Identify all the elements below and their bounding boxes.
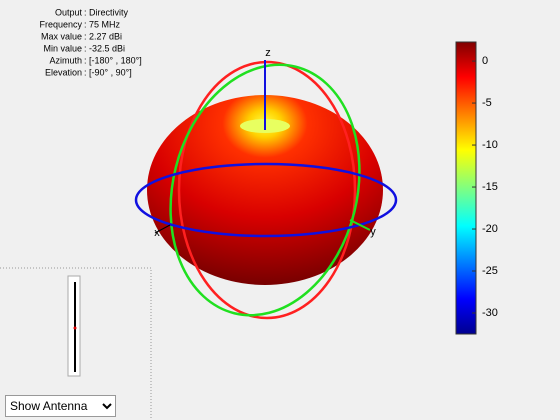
info-label: Azimuth bbox=[49, 55, 82, 65]
tick-label: -10 bbox=[482, 139, 498, 151]
radiation-pattern bbox=[147, 95, 383, 285]
info-value: : Directivity bbox=[84, 7, 129, 17]
info-value: : -32.5 dBi bbox=[84, 43, 125, 53]
pattern-3d: z x y bbox=[134, 47, 398, 320]
tick-label: -25 bbox=[482, 265, 498, 277]
tick-label: 0 bbox=[482, 55, 488, 67]
axis-label: x bbox=[154, 227, 160, 239]
axis-label: y bbox=[370, 226, 376, 238]
axis-label: z bbox=[265, 47, 271, 59]
elevation-ring bbox=[169, 63, 361, 317]
tick-label: -20 bbox=[482, 223, 498, 235]
tick-label: -5 bbox=[482, 97, 492, 109]
info-label: Elevation bbox=[45, 67, 82, 77]
elevation-ring bbox=[177, 60, 357, 320]
colorbar bbox=[455, 41, 477, 335]
info-value: : 75 MHz bbox=[84, 19, 121, 29]
antenna-panel bbox=[0, 267, 152, 420]
antenna-dropdown[interactable]: Show Antenna bbox=[5, 395, 116, 417]
info-label: Output bbox=[55, 7, 83, 17]
tick-label: -15 bbox=[482, 181, 498, 193]
info-value: : [-90° , 90°] bbox=[84, 67, 132, 77]
info-value: : [-180° , 180°] bbox=[84, 55, 142, 65]
info-label: Frequency bbox=[39, 19, 82, 29]
y-axis bbox=[349, 219, 371, 231]
colorbar-ticks: 0 -5 -10 -15 -20 -25 -30 bbox=[472, 55, 498, 319]
info-label: Min value bbox=[43, 43, 82, 53]
feed bbox=[73, 326, 77, 330]
panel-border bbox=[0, 267, 152, 420]
azimuth-ring bbox=[134, 162, 398, 238]
info-value: : 2.27 dBi bbox=[84, 31, 122, 41]
info-label: Max value bbox=[41, 31, 82, 41]
x-axis bbox=[154, 224, 171, 234]
tick-label: -30 bbox=[482, 307, 498, 319]
